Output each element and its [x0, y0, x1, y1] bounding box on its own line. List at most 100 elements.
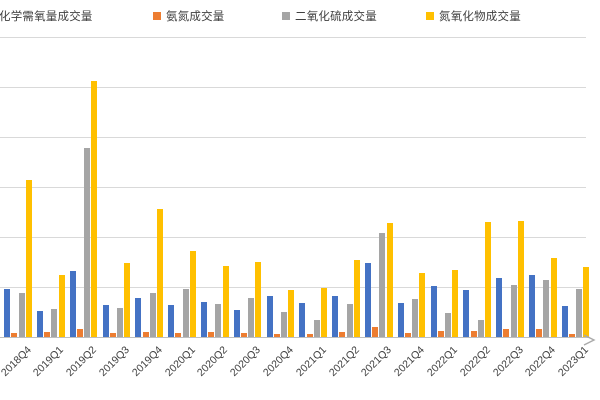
- bar: [397, 303, 404, 337]
- bar: [273, 334, 280, 337]
- bar: [470, 331, 477, 337]
- bar: [157, 209, 163, 337]
- bar: [168, 305, 175, 337]
- bar: [313, 320, 320, 337]
- bar: [543, 280, 550, 337]
- chart-legend: 化学需氧量成交量 氨氮成交量 二氧化硫成交量 氮氧化物成交量: [0, 0, 600, 34]
- bar: [372, 327, 379, 337]
- bar: [477, 320, 484, 337]
- x-axis-label: 2019Q4: [129, 344, 165, 379]
- bar: [233, 310, 240, 337]
- bar: [109, 333, 116, 337]
- bar: [124, 263, 131, 337]
- bar: [306, 334, 313, 337]
- gridline: [0, 37, 586, 38]
- axis-scroll-arrow-icon: [583, 334, 596, 346]
- bar: [58, 275, 65, 337]
- x-axis-label: 2021Q1: [293, 344, 329, 379]
- bar: [419, 273, 426, 337]
- bar: [569, 334, 575, 337]
- gridline: [0, 137, 586, 138]
- bar: [149, 293, 156, 337]
- x-axis-label: 2022Q2: [457, 344, 493, 379]
- bar: [412, 299, 419, 337]
- bar: [437, 331, 444, 337]
- x-axis-label: 2021Q2: [326, 344, 362, 379]
- x-axis-label: 2019Q3: [96, 344, 132, 379]
- bar: [11, 333, 18, 337]
- bar: [18, 293, 25, 337]
- bar: [135, 298, 142, 337]
- bar: [332, 296, 339, 337]
- bar: [430, 286, 437, 337]
- legend-marker-icon: [282, 12, 290, 20]
- bar: [510, 285, 517, 337]
- x-axis-label: 2022Q1: [424, 344, 460, 379]
- legend-label: 化学需氧量成交量: [0, 11, 93, 23]
- bar: [77, 329, 83, 337]
- bar: [536, 329, 543, 337]
- bar: [241, 333, 247, 337]
- gridline: [0, 87, 586, 88]
- bar: [445, 313, 451, 337]
- bar: [452, 270, 459, 337]
- x-axis-label: 2020Q1: [162, 344, 198, 379]
- bar: [222, 266, 229, 337]
- bar: [117, 308, 123, 337]
- x-axis-label: 2018Q4: [0, 344, 34, 379]
- x-axis-label: 2021Q4: [392, 344, 428, 379]
- bar: [255, 262, 262, 337]
- x-axis-label: 2021Q3: [359, 344, 395, 379]
- x-axis-label: 2019Q1: [31, 344, 67, 379]
- legend-item: 化学需氧量成交量: [0, 9, 93, 23]
- legend-label: 氮氧化物成交量: [439, 11, 521, 23]
- bar: [266, 296, 273, 337]
- legend-item: 氮氧化物成交量: [426, 9, 521, 23]
- bar: [248, 298, 255, 337]
- bar: [44, 332, 51, 337]
- gridline: [0, 287, 586, 288]
- bar: [299, 303, 306, 337]
- bar: [386, 223, 393, 337]
- bar: [503, 329, 510, 337]
- bar: [561, 306, 568, 337]
- bar: [583, 267, 590, 337]
- x-axis-label: 2022Q3: [490, 344, 526, 379]
- bar: [405, 333, 411, 337]
- bar: [69, 271, 76, 337]
- bar: [496, 278, 503, 337]
- x-axis-label: 2022Q4: [523, 344, 559, 379]
- x-axis-label: 2020Q4: [260, 344, 296, 379]
- bar: [182, 289, 189, 337]
- bar: [102, 305, 109, 337]
- bar: [201, 302, 207, 337]
- gridline: [0, 237, 586, 238]
- bar: [485, 222, 491, 337]
- bar: [339, 332, 346, 337]
- legend-label: 二氧化硫成交量: [295, 11, 377, 23]
- legend-item: 二氧化硫成交量: [282, 9, 377, 23]
- x-axis-label: 2019Q2: [64, 344, 100, 379]
- bar: [91, 81, 98, 337]
- bar: [84, 148, 91, 337]
- x-axis-label: 2020Q2: [195, 344, 231, 379]
- bar: [550, 258, 557, 337]
- bar: [37, 311, 43, 337]
- bar: [189, 251, 196, 337]
- bar: [576, 289, 583, 337]
- bar: [365, 263, 371, 337]
- legend-item: 氨氮成交量: [153, 9, 225, 23]
- bar: [175, 333, 182, 337]
- bar: [142, 332, 149, 337]
- x-axis-label: 2020Q3: [228, 344, 264, 379]
- bar: [25, 180, 32, 337]
- bar: [463, 290, 470, 337]
- bar: [4, 289, 11, 337]
- bar: [215, 304, 222, 337]
- legend-label: 氨氮成交量: [166, 11, 225, 23]
- bar: [517, 221, 524, 337]
- bar: [51, 309, 58, 337]
- x-axis-line: [0, 337, 590, 338]
